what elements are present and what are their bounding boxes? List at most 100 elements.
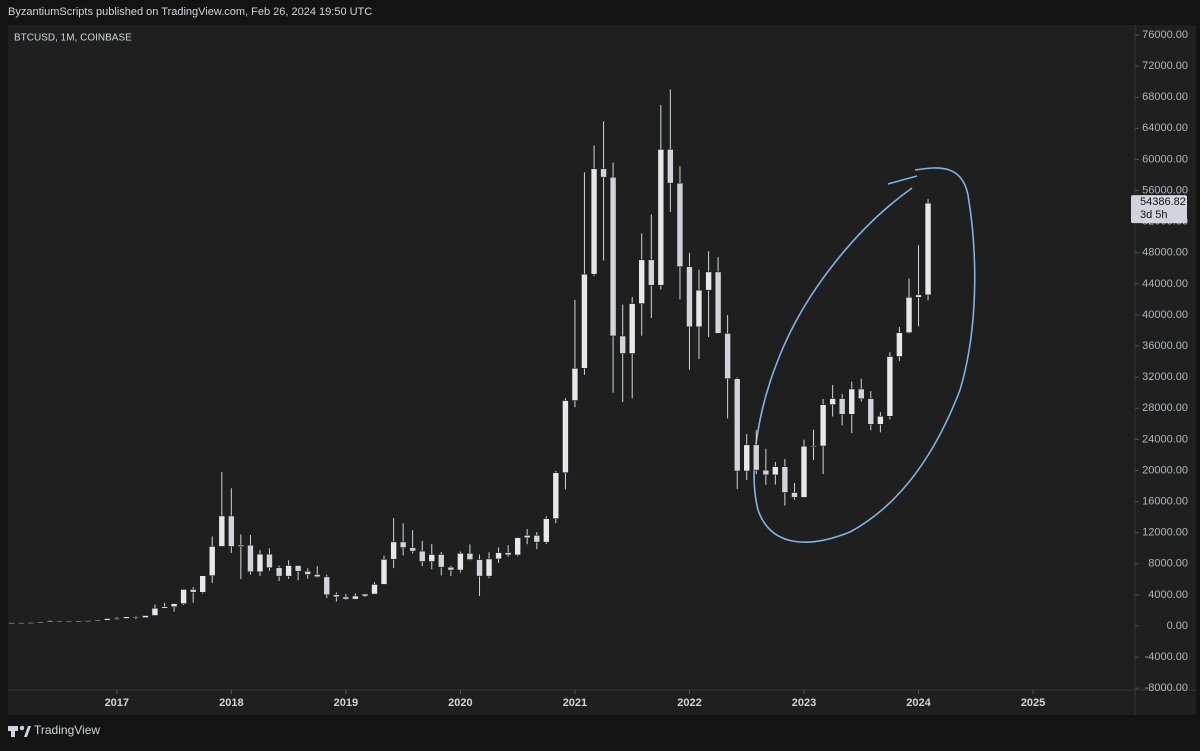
candle-body — [877, 415, 884, 425]
x-tick-label: 2021 — [563, 697, 587, 709]
candle-body — [705, 271, 712, 291]
candle-body — [743, 444, 751, 472]
candle-body — [867, 398, 875, 425]
candle-body — [390, 541, 397, 560]
candle — [457, 551, 464, 573]
y-tick-label: 24000.00 — [1142, 433, 1188, 445]
candle-body — [800, 445, 808, 498]
candle-body — [772, 466, 779, 476]
candle-body — [447, 566, 455, 571]
y-tick-label: 12000.00 — [1142, 527, 1188, 539]
candle-body — [762, 469, 770, 476]
candle — [409, 530, 416, 554]
candle — [256, 550, 264, 577]
candle — [27, 622, 35, 624]
y-tick-label: 60000.00 — [1142, 153, 1188, 165]
y-tick-label: 20000.00 — [1142, 464, 1188, 476]
candle — [380, 555, 388, 585]
candle — [132, 615, 140, 620]
candle — [772, 461, 779, 485]
candle — [781, 458, 789, 506]
y-tick-label: 44000.00 — [1142, 278, 1188, 290]
candle-body — [810, 445, 817, 448]
candle — [628, 296, 636, 399]
candle-body — [648, 259, 655, 286]
candle-body — [170, 603, 178, 608]
candle — [619, 304, 626, 403]
candle-body — [485, 558, 493, 577]
candle — [390, 518, 397, 569]
candle-body — [27, 622, 35, 624]
chart-panel — [8, 25, 1196, 715]
candle — [266, 548, 273, 571]
candle-body — [628, 303, 636, 354]
candle — [800, 439, 808, 498]
candle — [571, 299, 579, 408]
candle — [199, 575, 207, 594]
candle-body — [819, 404, 827, 447]
candle — [514, 536, 521, 557]
candle — [733, 377, 741, 490]
candle — [113, 617, 121, 620]
candle-body — [543, 518, 550, 543]
logo-shape — [11, 731, 15, 737]
candle — [228, 488, 235, 553]
candle-body — [247, 544, 254, 573]
candle — [65, 620, 73, 623]
candle — [75, 620, 82, 623]
y-tick-label: 32000.00 — [1142, 371, 1188, 383]
candle-body — [65, 620, 73, 623]
candle-body — [609, 176, 617, 337]
candle-body — [437, 554, 445, 568]
candle-body — [733, 378, 741, 472]
candle-body — [323, 576, 331, 596]
candle-body — [399, 541, 407, 548]
candle — [161, 602, 168, 609]
candle — [667, 89, 674, 212]
candle — [686, 252, 693, 370]
candle — [533, 532, 541, 550]
candle — [838, 394, 846, 426]
candle-body — [142, 615, 149, 618]
candle — [829, 384, 836, 417]
logo-shape — [8, 726, 18, 731]
candle-body — [600, 168, 607, 178]
candle-body — [504, 552, 512, 556]
candle-body — [571, 368, 579, 401]
candle-body — [208, 546, 216, 577]
candle — [810, 429, 817, 460]
candle-body — [75, 620, 82, 623]
candle-body — [266, 553, 273, 569]
candle — [886, 352, 894, 420]
candle-body — [409, 547, 416, 552]
candle — [552, 470, 560, 524]
candle-body — [590, 168, 598, 275]
candle — [466, 544, 474, 561]
candle-body — [180, 589, 187, 604]
x-tick-label: 2024 — [906, 697, 931, 709]
candle-body — [428, 554, 436, 562]
countdown-label: 3d 5h — [1140, 209, 1168, 221]
x-tick-label: 2025 — [1021, 697, 1045, 709]
candle-body — [896, 332, 903, 357]
candle-body — [333, 594, 340, 598]
candle-body — [638, 259, 646, 304]
candle-body — [256, 553, 264, 573]
candle — [18, 622, 25, 624]
y-tick-label: 64000.00 — [1142, 122, 1188, 134]
footer-brand: TradingView — [34, 723, 100, 737]
candle — [189, 587, 197, 603]
candle-body — [103, 618, 111, 621]
candle-body — [676, 182, 684, 267]
candle-body — [905, 296, 913, 333]
candle-body — [714, 271, 722, 334]
last-price-label: 54386.82 — [1140, 196, 1186, 208]
candle-body — [304, 570, 312, 575]
x-tick-label: 2022 — [677, 697, 701, 709]
candle-body — [418, 550, 426, 562]
candle-body — [151, 607, 159, 616]
candle — [313, 566, 321, 578]
candle — [485, 552, 493, 579]
candle — [37, 621, 44, 624]
